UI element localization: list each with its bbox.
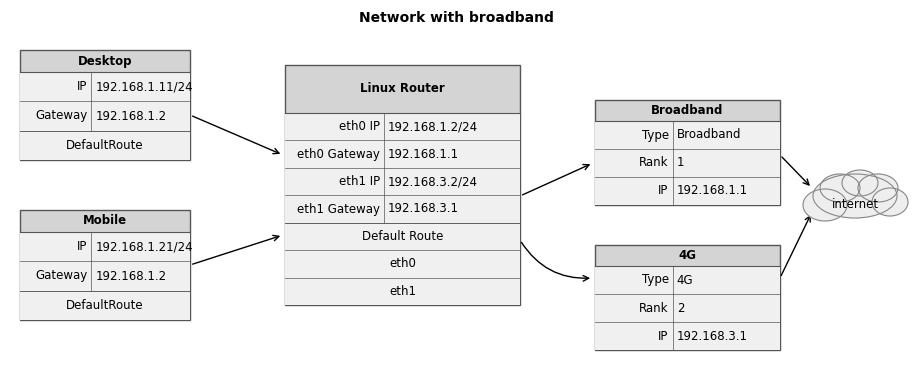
Text: Type: Type <box>642 129 668 141</box>
Text: 2: 2 <box>677 302 684 314</box>
Text: eth0 IP: eth0 IP <box>339 120 380 133</box>
Bar <box>285 140 520 168</box>
Text: Broadband: Broadband <box>677 129 741 141</box>
Bar <box>595 245 780 350</box>
Bar <box>595 149 780 177</box>
Bar <box>595 177 780 205</box>
Text: Network with broadband: Network with broadband <box>359 11 554 25</box>
Text: eth0: eth0 <box>389 257 416 270</box>
Text: 4G: 4G <box>677 273 693 287</box>
Text: Broadband: Broadband <box>651 104 724 117</box>
Bar <box>595 121 780 149</box>
Text: Gateway: Gateway <box>35 270 88 282</box>
Bar <box>595 322 780 350</box>
Bar <box>20 232 190 261</box>
Ellipse shape <box>813 174 897 218</box>
Text: 1: 1 <box>677 156 684 170</box>
Text: eth0 Gateway: eth0 Gateway <box>297 148 380 161</box>
Text: IP: IP <box>77 80 88 93</box>
Bar <box>285 223 520 250</box>
Text: 192.168.1.21/24: 192.168.1.21/24 <box>95 240 193 253</box>
Bar <box>285 195 520 223</box>
Bar <box>285 113 520 140</box>
Ellipse shape <box>803 189 847 221</box>
Text: eth1: eth1 <box>389 285 416 298</box>
Text: 192.168.1.2/24: 192.168.1.2/24 <box>388 120 477 133</box>
Text: Mobile: Mobile <box>83 215 127 227</box>
Ellipse shape <box>872 188 908 216</box>
Text: DefaultRoute: DefaultRoute <box>66 139 144 152</box>
Text: internet: internet <box>832 199 878 211</box>
Bar <box>285 277 520 305</box>
Text: 192.168.1.2: 192.168.1.2 <box>95 270 166 282</box>
Text: Rank: Rank <box>639 156 668 170</box>
Text: 192.168.1.2: 192.168.1.2 <box>95 109 166 123</box>
Ellipse shape <box>842 170 878 196</box>
Text: 192.168.3.1: 192.168.3.1 <box>677 329 748 342</box>
Bar <box>20 291 190 320</box>
Text: eth1 IP: eth1 IP <box>339 175 380 188</box>
Bar <box>595 294 780 322</box>
Text: eth1 Gateway: eth1 Gateway <box>297 202 380 216</box>
Text: Rank: Rank <box>639 302 668 314</box>
Bar <box>20 131 190 160</box>
Bar <box>595 266 780 294</box>
Bar <box>285 250 520 277</box>
Text: 192.168.1.1: 192.168.1.1 <box>677 184 748 198</box>
Text: Default Route: Default Route <box>362 230 443 243</box>
Bar <box>20 50 190 160</box>
Bar <box>285 65 520 305</box>
Text: Type: Type <box>642 273 668 287</box>
Text: IP: IP <box>77 240 88 253</box>
Text: Gateway: Gateway <box>35 109 88 123</box>
Text: 192.168.1.11/24: 192.168.1.11/24 <box>95 80 193 93</box>
Bar <box>20 261 190 291</box>
Bar <box>20 101 190 131</box>
Bar <box>20 210 190 320</box>
Text: Linux Router: Linux Router <box>360 83 445 95</box>
Ellipse shape <box>820 174 860 202</box>
Text: Desktop: Desktop <box>78 55 132 67</box>
Bar <box>20 72 190 101</box>
Text: DefaultRoute: DefaultRoute <box>66 299 144 312</box>
Bar <box>285 168 520 195</box>
Bar <box>595 100 780 205</box>
Text: 192.168.1.1: 192.168.1.1 <box>388 148 459 161</box>
Text: IP: IP <box>658 329 668 342</box>
Text: 4G: 4G <box>678 249 697 262</box>
Text: 192.168.3.2/24: 192.168.3.2/24 <box>388 175 477 188</box>
Ellipse shape <box>858 174 898 202</box>
Text: 192.168.3.1: 192.168.3.1 <box>388 202 458 216</box>
Text: IP: IP <box>658 184 668 198</box>
